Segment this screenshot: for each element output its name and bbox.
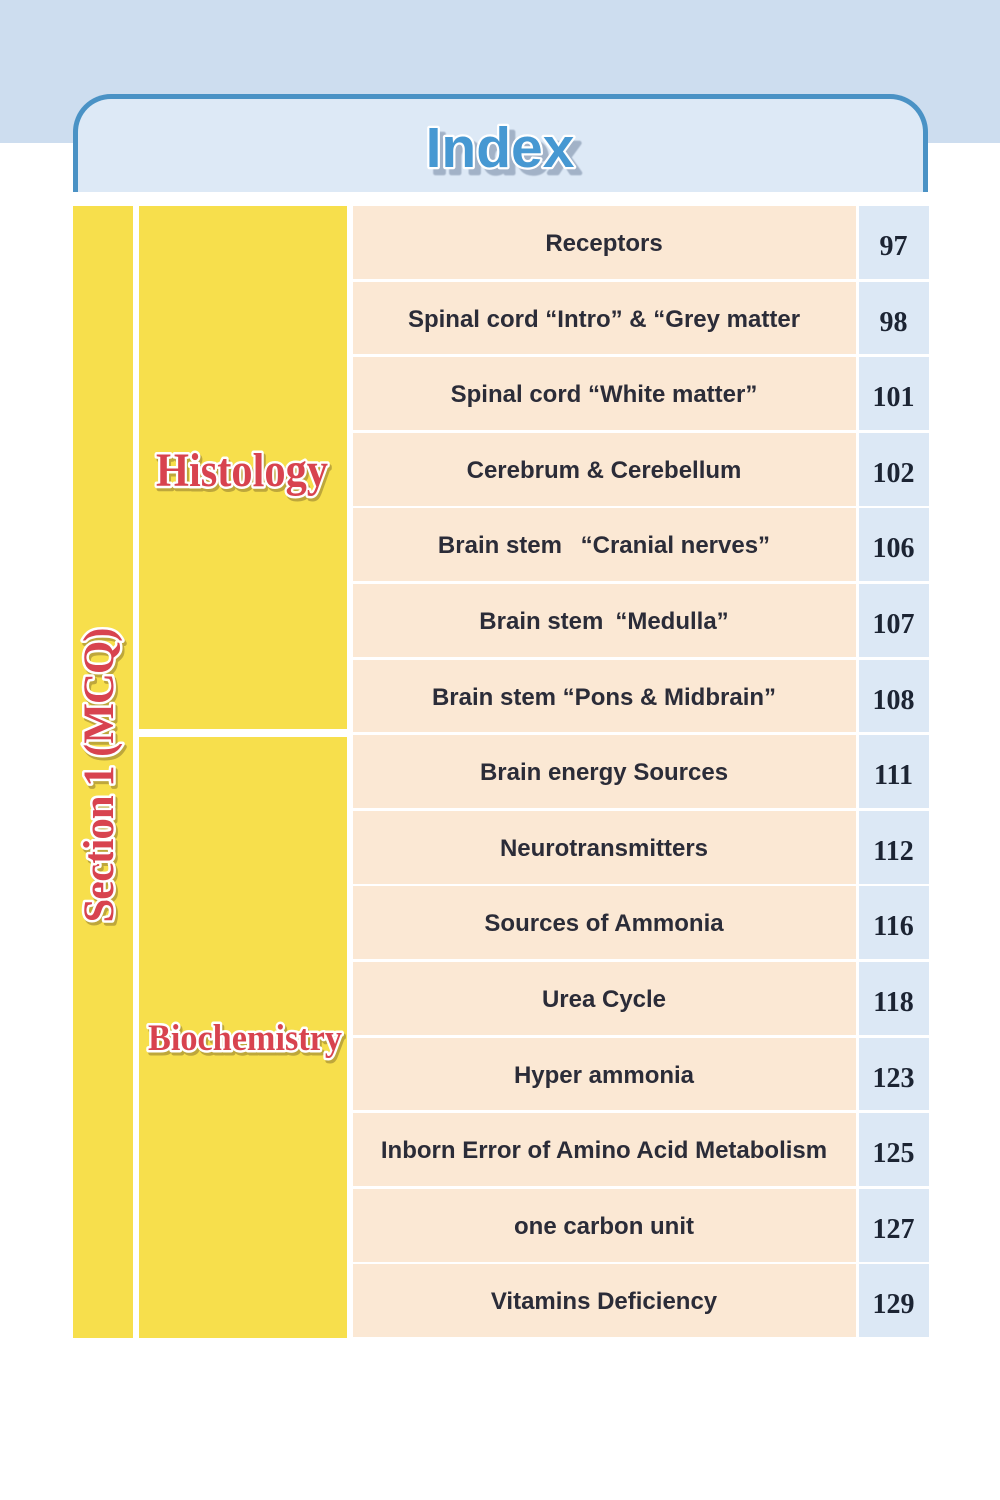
- svg-text:Biochemistry: Biochemistry: [148, 1018, 342, 1059]
- svg-text:Histology: Histology: [156, 444, 328, 497]
- svg-text:Index: Index: [426, 116, 575, 180]
- svg-text:Section 1 (MCQ): Section 1 (MCQ): [76, 628, 123, 923]
